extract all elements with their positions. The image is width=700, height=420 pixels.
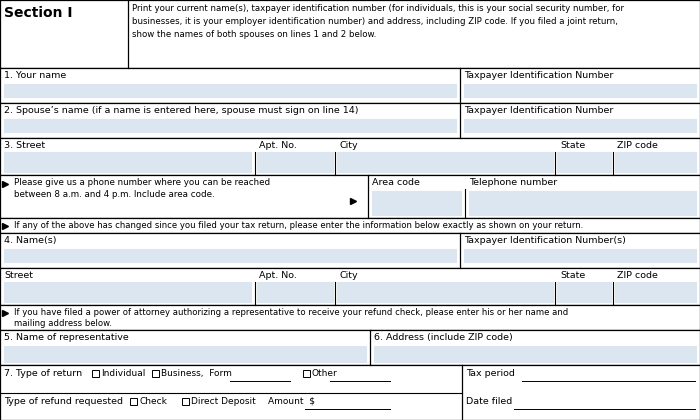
Text: Date filed: Date filed xyxy=(466,396,512,405)
Text: Telephone number: Telephone number xyxy=(469,178,557,187)
Text: 5. Name of representative: 5. Name of representative xyxy=(4,333,129,342)
Bar xyxy=(464,84,696,97)
Bar xyxy=(337,152,553,172)
Bar xyxy=(557,152,611,172)
Text: 2. Spouse’s name (if a name is entered here, spouse must sign on line 14): 2. Spouse’s name (if a name is entered h… xyxy=(4,106,358,115)
Bar xyxy=(0,138,700,175)
Text: 1. Your name: 1. Your name xyxy=(4,71,66,80)
Bar xyxy=(152,370,159,377)
Text: State: State xyxy=(560,141,585,150)
Bar xyxy=(615,282,696,302)
Bar xyxy=(0,68,700,103)
Text: City: City xyxy=(339,271,358,280)
Bar xyxy=(0,365,700,420)
Text: Amount  $: Amount $ xyxy=(268,396,315,405)
Text: businesses, it is your employer identification number) and address, including ZI: businesses, it is your employer identifi… xyxy=(132,17,618,26)
Bar xyxy=(0,233,700,268)
Bar xyxy=(0,218,700,233)
Text: 3. Street: 3. Street xyxy=(4,141,45,150)
Bar xyxy=(4,346,366,362)
Text: 7. Type of return: 7. Type of return xyxy=(4,369,82,378)
Bar xyxy=(615,152,696,172)
Bar xyxy=(337,282,553,302)
Text: Type of refund requested: Type of refund requested xyxy=(4,396,123,405)
Text: If you have filed a power of attorney authorizing a representative to receive yo: If you have filed a power of attorney au… xyxy=(14,308,568,317)
Bar xyxy=(130,397,137,404)
Text: show the names of both spouses on lines 1 and 2 below.: show the names of both spouses on lines … xyxy=(132,30,377,39)
Bar xyxy=(0,103,700,138)
Text: Business,  Form: Business, Form xyxy=(161,369,232,378)
Bar xyxy=(303,370,310,377)
Text: Please give us a phone number where you can be reached: Please give us a phone number where you … xyxy=(14,178,270,187)
Bar xyxy=(4,84,456,97)
Text: Print your current name(s), taxpayer identification number (for individuals, thi: Print your current name(s), taxpayer ide… xyxy=(132,4,624,13)
Text: Section I: Section I xyxy=(4,6,73,20)
Bar xyxy=(0,268,700,305)
Bar xyxy=(257,152,333,172)
Bar xyxy=(4,282,251,302)
Bar xyxy=(464,249,696,262)
Bar xyxy=(0,330,700,365)
Bar xyxy=(0,175,700,218)
Bar xyxy=(372,191,461,215)
Bar xyxy=(4,249,456,262)
Text: between 8 a.m. and 4 p.m. Include area code.: between 8 a.m. and 4 p.m. Include area c… xyxy=(14,190,215,199)
Text: Street: Street xyxy=(4,271,33,280)
Bar xyxy=(92,370,99,377)
Text: Direct Deposit: Direct Deposit xyxy=(191,396,256,405)
Text: Taxpayer Identification Number: Taxpayer Identification Number xyxy=(464,71,613,80)
Text: Apt. No.: Apt. No. xyxy=(259,271,297,280)
Bar xyxy=(4,152,251,172)
Text: If any of the above has changed since you filed your tax return, please enter th: If any of the above has changed since yo… xyxy=(14,221,583,230)
Text: 4. Name(s): 4. Name(s) xyxy=(4,236,57,245)
Bar xyxy=(4,119,456,132)
Text: Tax period: Tax period xyxy=(466,369,515,378)
Bar xyxy=(469,191,696,215)
Text: Taxpayer Identification Number(s): Taxpayer Identification Number(s) xyxy=(464,236,626,245)
Text: Check: Check xyxy=(139,396,167,405)
Text: Individual: Individual xyxy=(101,369,146,378)
Text: State: State xyxy=(560,271,585,280)
Bar xyxy=(0,305,700,330)
Text: Other: Other xyxy=(312,369,337,378)
Text: 6. Address (include ZIP code): 6. Address (include ZIP code) xyxy=(374,333,512,342)
Bar xyxy=(374,346,696,362)
Text: mailing address below.: mailing address below. xyxy=(14,319,112,328)
Text: Taxpayer Identification Number: Taxpayer Identification Number xyxy=(464,106,613,115)
Text: Area code: Area code xyxy=(372,178,420,187)
Bar xyxy=(0,0,700,68)
Text: ZIP code: ZIP code xyxy=(617,271,658,280)
Bar xyxy=(182,397,189,404)
Bar xyxy=(464,119,696,132)
Text: City: City xyxy=(339,141,358,150)
Text: ZIP code: ZIP code xyxy=(617,141,658,150)
Bar xyxy=(257,282,333,302)
Text: Apt. No.: Apt. No. xyxy=(259,141,297,150)
Bar xyxy=(557,282,611,302)
